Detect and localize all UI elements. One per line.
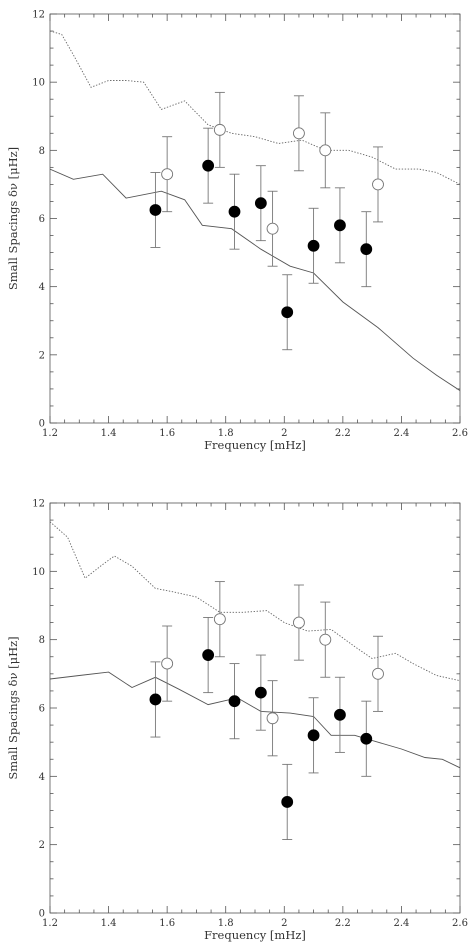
- filled-data-point: [228, 695, 241, 708]
- x-tick-label: 2.6: [452, 918, 468, 929]
- filled-data-point: [281, 796, 294, 808]
- x-tick-label: 2.2: [335, 428, 351, 439]
- x-tick-label: 2.4: [393, 428, 409, 439]
- x-axis-label: Frequency [mHz]: [204, 438, 306, 452]
- y-tick-label: 8: [39, 146, 45, 157]
- x-axis-label: Frequency [mHz]: [204, 928, 306, 942]
- model-solid-line: [50, 168, 460, 391]
- y-axis-label: Small Spacings δν [μHz]: [6, 147, 20, 290]
- x-tick-label: 1.6: [159, 428, 175, 439]
- y-tick-label: 4: [39, 282, 45, 293]
- filled-data-point: [202, 159, 215, 172]
- filled-data-point: [360, 732, 373, 745]
- open-data-point: [161, 168, 174, 181]
- x-tick-label: 1.2: [42, 918, 58, 929]
- filled-data-point: [360, 243, 373, 256]
- open-data-point: [213, 123, 226, 136]
- filled-data-point: [281, 306, 294, 319]
- filled-data-point: [149, 693, 162, 706]
- x-tick-label: 1.8: [218, 428, 234, 439]
- open-data-point: [266, 222, 279, 235]
- open-data-point: [161, 657, 174, 670]
- x-tick-label: 1.4: [101, 918, 117, 929]
- filled-data-point: [334, 708, 346, 721]
- x-tick-label: 1.4: [101, 428, 117, 439]
- y-tick-label: 0: [39, 419, 45, 430]
- filled-data-point: [254, 197, 267, 210]
- open-data-point: [266, 712, 279, 725]
- y-tick-label: 8: [39, 635, 45, 646]
- top-panel: 1.2 1.4 1.6 1.8 2 2.2 2.4 2.6 0 2 4 6 8 10 12 Frequency…: [6, 10, 468, 453]
- open-data-point: [372, 667, 384, 680]
- bottom-panel: 1.2 1.4 1.6 1.8 2 2.2 2.4 2.6 0 2 4 6 8 10 12 Frequency…: [6, 499, 468, 943]
- model-solid-line: [50, 671, 460, 769]
- filled-data-point: [254, 686, 267, 699]
- x-tick-label: 1.6: [159, 918, 175, 929]
- x-tick-label: 2: [281, 428, 287, 439]
- y-tick-label: 2: [39, 350, 45, 361]
- open-data-point: [319, 144, 332, 157]
- y-tick-label: 4: [39, 772, 45, 783]
- open-data-point: [292, 127, 305, 140]
- y-tick-label: 6: [39, 214, 45, 225]
- filled-data-point: [307, 239, 320, 252]
- x-tick-label: 1.2: [42, 428, 58, 439]
- y-axis-label: Small Spacings δν [μHz]: [6, 636, 20, 779]
- filled-data-point: [334, 219, 346, 232]
- x-tick-label: 2.2: [335, 918, 351, 929]
- y-tick-label: 0: [39, 909, 45, 920]
- x-tick-label: 2: [281, 918, 287, 929]
- filled-data-point: [307, 729, 320, 742]
- x-tick-label: 2.6: [452, 428, 468, 439]
- model-dotted-line: [50, 521, 460, 682]
- open-data-point: [319, 633, 332, 646]
- y-tick-label: 10: [32, 567, 45, 578]
- x-tick-label: 1.8: [218, 918, 234, 929]
- filled-data-point: [149, 204, 162, 216]
- open-data-point: [372, 178, 384, 191]
- filled-data-point: [202, 649, 215, 661]
- model-dotted-line: [50, 30, 460, 185]
- filled-data-point: [228, 205, 241, 218]
- y-tick-label: 6: [39, 704, 45, 715]
- open-data-point: [292, 616, 305, 629]
- y-tick-label: 2: [39, 840, 45, 851]
- x-tick-label: 2.4: [393, 918, 409, 929]
- y-tick-label: 12: [32, 10, 45, 21]
- plot-frame: [49, 13, 461, 424]
- open-data-point: [213, 613, 226, 626]
- y-tick-label: 10: [32, 78, 45, 89]
- y-tick-label: 12: [32, 499, 45, 510]
